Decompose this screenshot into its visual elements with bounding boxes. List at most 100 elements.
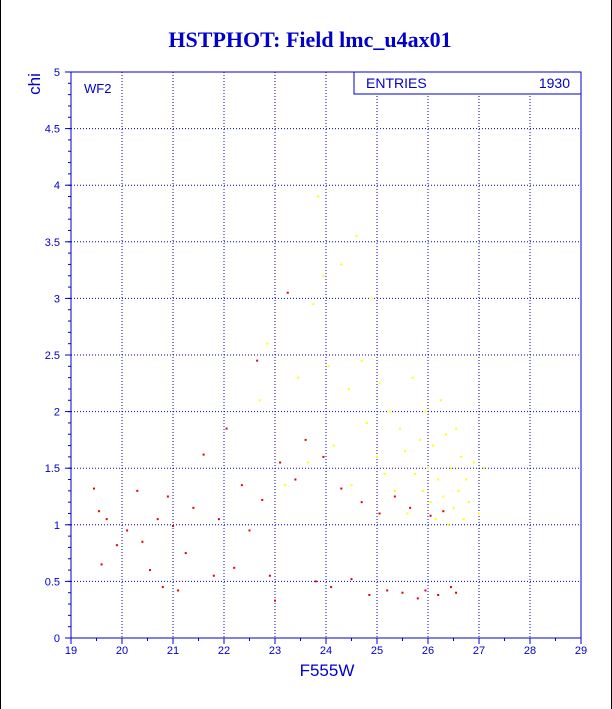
x-tick-label: 26 [422, 645, 434, 657]
scatter-point [233, 566, 236, 569]
scatter-point [304, 438, 307, 441]
scatter-point [421, 489, 424, 492]
scatter-point [284, 484, 287, 487]
scatter-point [286, 291, 289, 294]
y-tick-label: 2 [54, 407, 60, 419]
scatter-point [141, 540, 144, 543]
scatter-point [406, 512, 409, 515]
scatter-point [312, 303, 315, 306]
scatter-point [460, 455, 463, 458]
stats-entries-value: 1930 [539, 75, 570, 91]
scatter-point [100, 563, 103, 566]
x-axis-label: F555W [300, 661, 355, 680]
scatter-point [322, 274, 325, 277]
scatter-point [161, 586, 164, 589]
scatter-point [317, 195, 320, 198]
x-tick-label: 22 [218, 645, 230, 657]
scatter-point [327, 365, 330, 368]
scatter-point [322, 455, 325, 458]
scatter-point [332, 444, 335, 447]
x-tick-label: 23 [269, 645, 281, 657]
scatter-point [314, 580, 317, 583]
scatter-point [92, 487, 95, 490]
scatter-point [350, 484, 353, 487]
grid [71, 72, 581, 638]
panel-label: WF2 [84, 81, 111, 96]
scatter-point [184, 552, 187, 555]
scatter-point [347, 387, 350, 390]
scatter-point [98, 510, 101, 513]
scatter-point [437, 593, 440, 596]
scatter-point [376, 455, 378, 458]
scatter-point [256, 359, 259, 362]
y-tick-label: 5 [54, 67, 60, 79]
x-tick-label: 25 [371, 645, 383, 657]
scatter-point [217, 518, 220, 521]
scatter-point [370, 297, 373, 300]
scatter-point [447, 523, 450, 526]
scatter-point [202, 453, 205, 456]
scatter-point [455, 591, 458, 594]
scatter-point [166, 495, 169, 498]
scatter-point [439, 399, 442, 402]
scatter-point [105, 518, 108, 521]
y-tick-label: 1.5 [45, 463, 60, 475]
scatter-point [330, 586, 333, 589]
scatter-point [136, 489, 139, 492]
scatter-point [404, 450, 407, 453]
scatter-point [225, 427, 228, 430]
scatter-point [455, 427, 458, 430]
scatter-point [307, 461, 310, 464]
scatter-point [340, 263, 343, 266]
scatter-point [212, 574, 215, 577]
scatter-point [401, 591, 404, 594]
scatter-point [355, 235, 358, 238]
scatter-point [437, 478, 440, 481]
scatter-point [240, 484, 243, 487]
scatter-point [411, 376, 414, 379]
scatter-point [378, 512, 381, 515]
scatter-point [429, 514, 432, 517]
scatter-point [414, 472, 417, 475]
scatter-point [434, 518, 437, 521]
scatter-point [416, 597, 419, 600]
y-tick-label: 4.5 [45, 124, 60, 136]
scatter-point [393, 489, 396, 492]
scatter-point [261, 498, 264, 501]
y-tick-label: 0 [54, 633, 60, 645]
x-tick-label: 29 [575, 645, 587, 657]
scatter-point [409, 506, 412, 509]
axis-ticks: 19 20 21 22 23 24 25 26 27 28 29 0 0.5 1 1.5 2 2.5 3 3.5 4 4… [45, 67, 587, 657]
scatter-point [388, 410, 391, 413]
scatter-point [465, 478, 468, 481]
scatter-point [192, 506, 195, 509]
scatter-point [172, 524, 174, 527]
chart-title: HSTPHOT: Field lmc_u4ax01 [168, 27, 451, 52]
x-tick-label: 27 [473, 645, 485, 657]
scatter-point [258, 399, 261, 402]
scatter-point [449, 586, 452, 589]
scatter-point [149, 569, 152, 572]
scatter-point [383, 472, 386, 475]
stats-entries-label: ENTRIES [366, 75, 427, 91]
scatter-point [294, 478, 297, 481]
stats-box: ENTRIES 1930 [353, 71, 582, 95]
scatter-point [279, 461, 282, 464]
scatter-point [386, 589, 389, 592]
scatter-point [368, 593, 371, 596]
scatter-point [274, 599, 276, 602]
scatter-point [442, 495, 445, 498]
scatter-point [365, 421, 368, 424]
scatter-point [449, 467, 452, 470]
y-tick-label: 3.5 [45, 237, 60, 249]
data-points [92, 195, 486, 602]
scatter-point [115, 544, 118, 547]
scatter-point [419, 438, 422, 441]
scatter-point [350, 578, 353, 581]
scatter-point [268, 574, 271, 577]
x-tick-label: 20 [116, 645, 128, 657]
scatter-point [378, 382, 381, 385]
y-tick-label: 1 [54, 520, 60, 532]
scatter-point [467, 501, 470, 504]
